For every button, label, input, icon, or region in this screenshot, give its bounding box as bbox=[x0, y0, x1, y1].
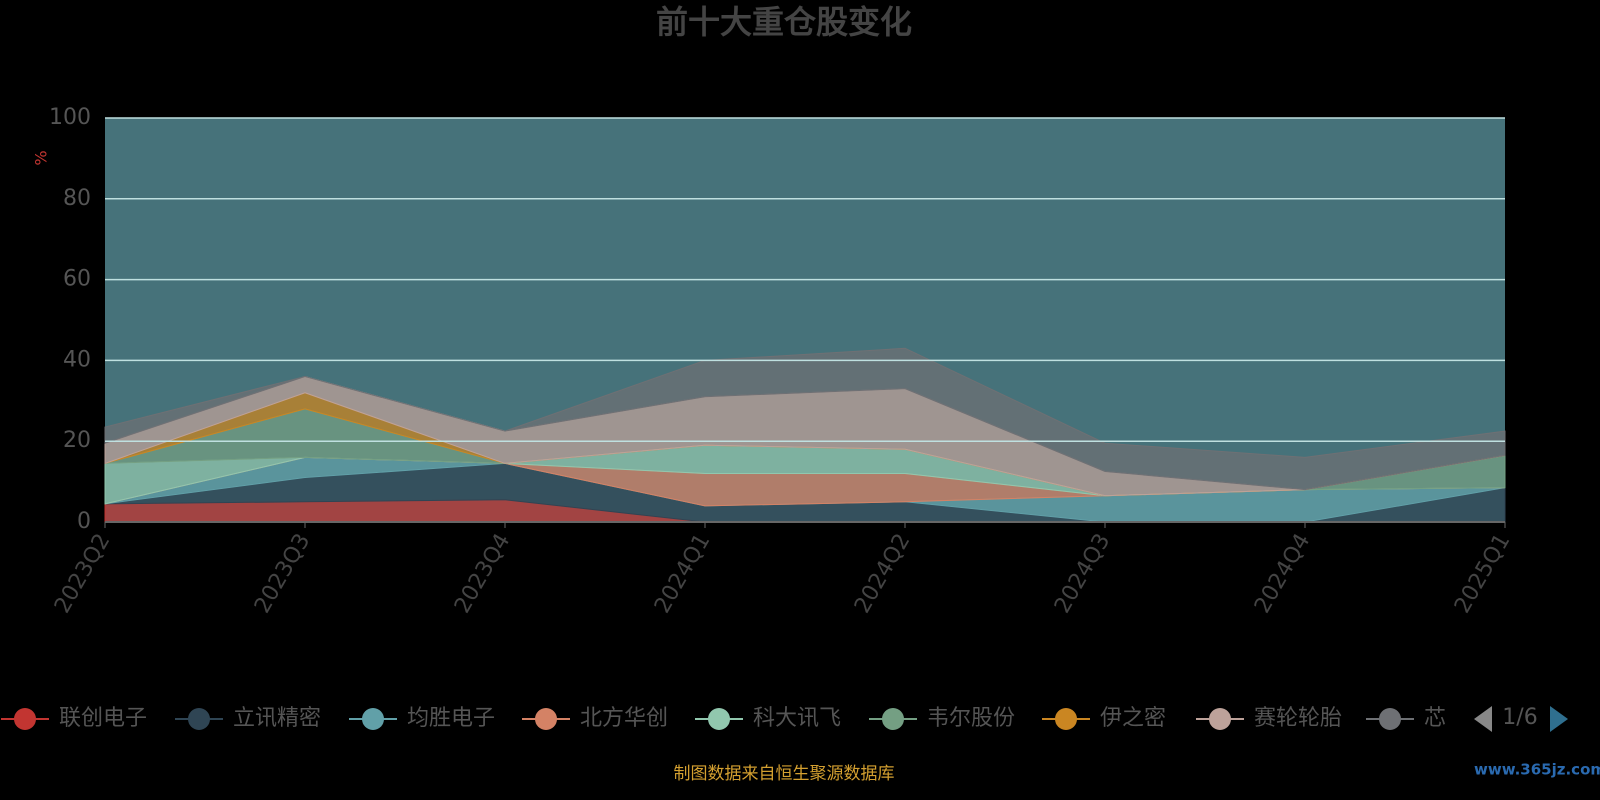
y-tick-label: 20 bbox=[63, 428, 91, 453]
y-tick-label: 40 bbox=[63, 347, 91, 372]
x-tick-label: 2024Q4 bbox=[1250, 530, 1315, 618]
legend-label[interactable]: 赛轮轮胎 bbox=[1254, 706, 1342, 731]
legend-marker bbox=[708, 708, 730, 730]
x-tick-label: 2023Q4 bbox=[450, 530, 515, 618]
y-tick-label: 0 bbox=[77, 509, 91, 534]
legend-marker bbox=[1209, 708, 1231, 730]
chart-title: 前十大重仓股变化 bbox=[656, 3, 912, 41]
legend-next[interactable] bbox=[1550, 706, 1568, 732]
legend-label[interactable]: 北方华创 bbox=[580, 706, 668, 731]
legend-label[interactable]: 韦尔股份 bbox=[927, 706, 1015, 731]
legend-marker bbox=[362, 708, 384, 730]
x-tick-label: 2024Q2 bbox=[850, 530, 915, 618]
x-tick-label: 2025Q1 bbox=[1450, 530, 1515, 618]
legend-marker bbox=[14, 708, 36, 730]
source-note: 制图数据来自恒生聚源数据库 bbox=[674, 764, 895, 784]
y-axis-label: % bbox=[32, 150, 51, 165]
x-tick-label: 2023Q2 bbox=[50, 530, 115, 618]
legend-marker bbox=[1379, 708, 1401, 730]
watermark: www.365jz.com bbox=[1474, 761, 1600, 779]
x-tick-label: 2023Q3 bbox=[250, 530, 315, 618]
y-tick-label: 60 bbox=[63, 267, 91, 292]
legend-label[interactable]: 立讯精密 bbox=[233, 706, 321, 731]
x-tick-label: 2024Q1 bbox=[650, 530, 715, 618]
legend-marker bbox=[882, 708, 904, 730]
legend-label[interactable]: 均胜电子 bbox=[407, 706, 495, 731]
legend-page[interactable]: 1/6 bbox=[1502, 705, 1537, 730]
legend-prev[interactable] bbox=[1474, 706, 1492, 732]
area bbox=[104, 347, 1506, 491]
legend-marker bbox=[188, 708, 210, 730]
legend-marker bbox=[535, 708, 557, 730]
legend-label[interactable]: 芯 bbox=[1424, 706, 1446, 731]
legend-label[interactable]: 联创电子 bbox=[59, 706, 147, 731]
y-tick-label: 80 bbox=[63, 186, 91, 211]
y-tick-label: 100 bbox=[49, 105, 91, 130]
legend-label[interactable]: 科大讯飞 bbox=[753, 706, 841, 731]
legend-label[interactable]: 伊之密 bbox=[1100, 706, 1166, 731]
legend-marker bbox=[1055, 708, 1077, 730]
x-tick-label: 2024Q3 bbox=[1050, 530, 1115, 618]
